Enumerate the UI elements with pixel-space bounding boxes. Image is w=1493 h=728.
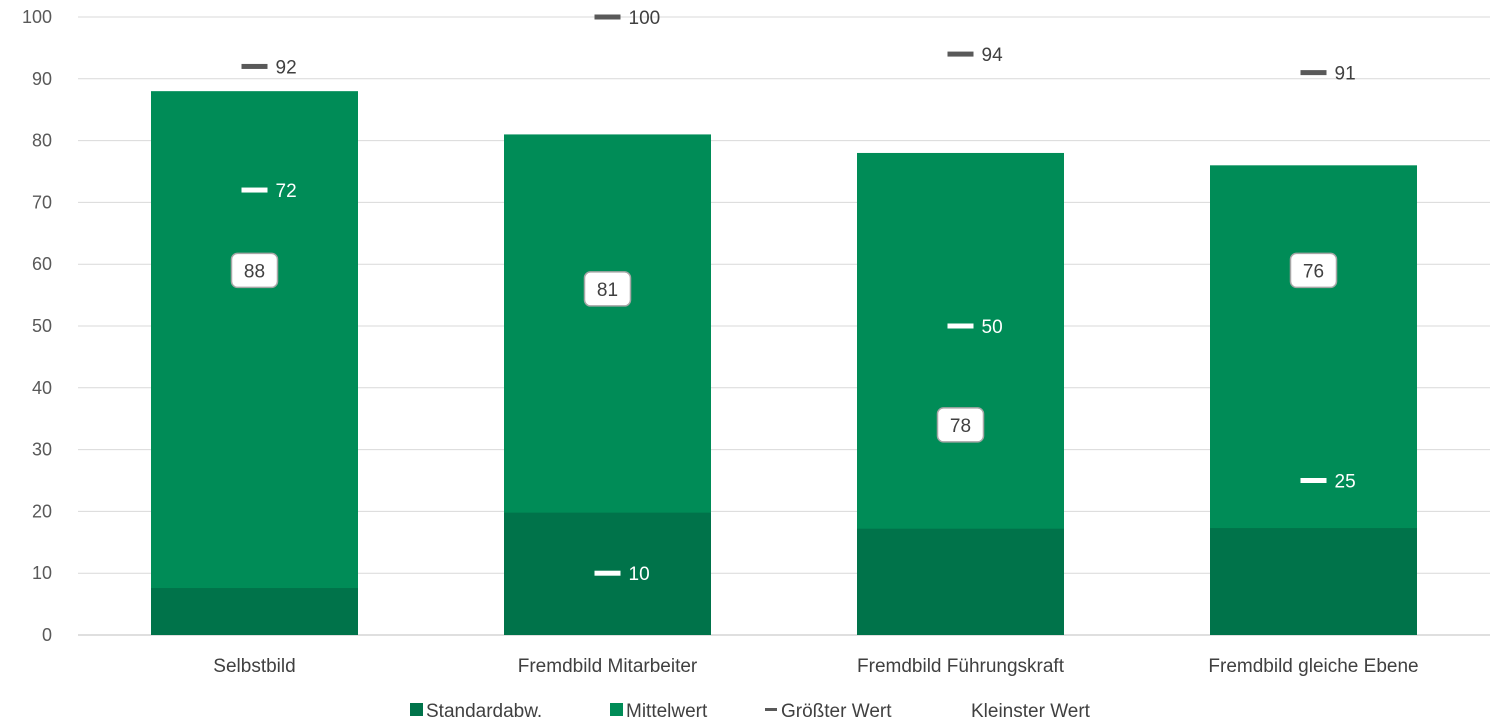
data-labels: 88 92 72 81 100 10 78 94 50 76 91 25 — [230, 8, 1356, 585]
bar-standardabw — [151, 588, 358, 635]
legend-dash — [955, 708, 967, 711]
marker-groesster-wert — [241, 63, 268, 69]
marker-groesster-wert — [947, 51, 974, 57]
legend-dash — [765, 708, 777, 711]
markers — [241, 14, 1327, 576]
max-value-label: 91 — [1335, 64, 1356, 85]
bar-standardabw — [857, 528, 1064, 635]
mean-label-box — [583, 271, 632, 307]
y-tick-label: 20 — [32, 501, 52, 521]
max-value-label: 92 — [276, 57, 297, 78]
legend-mittelwert[interactable]: Mittelwert — [610, 701, 708, 722]
marker-groesster-wert — [1300, 70, 1327, 76]
legend-label: Größter Wert — [781, 701, 892, 722]
y-tick-label: 40 — [32, 378, 52, 398]
legend-swatch — [610, 703, 623, 716]
legend-label: Standardabw. — [426, 701, 542, 722]
mean-label: 78 — [950, 416, 971, 437]
mean-label-box — [936, 407, 985, 443]
legend-swatch — [410, 703, 423, 716]
mean-label: 88 — [244, 261, 265, 282]
mean-label: 81 — [597, 280, 618, 301]
x-category-label: Fremdbild Führungskraft — [857, 656, 1065, 677]
legend-groesster-wert[interactable]: Größter Wert — [765, 701, 892, 722]
mean-label: 76 — [1303, 261, 1324, 282]
marker-kleinster-wert — [947, 323, 974, 329]
y-tick-label: 70 — [32, 192, 52, 212]
y-tick-label: 100 — [22, 7, 52, 27]
mean-label-box — [1289, 252, 1338, 289]
x-axis: Selbstbild Fremdbild Mitarbeiter Fremdbild… — [213, 656, 1418, 677]
max-value-label: 94 — [982, 45, 1004, 66]
y-tick-label: 0 — [42, 625, 52, 645]
bars — [151, 91, 1417, 636]
min-value-label: 72 — [276, 181, 297, 202]
marker-kleinster-wert — [1300, 478, 1327, 483]
y-tick-label: 90 — [32, 69, 52, 89]
y-tick-label: 30 — [32, 440, 52, 460]
y-tick-label: 10 — [32, 563, 52, 583]
marker-kleinster-wert — [594, 570, 621, 576]
bar-standardabw — [1210, 528, 1417, 635]
mean-label-box — [230, 252, 279, 289]
legend-label: Kleinster Wert — [971, 701, 1091, 722]
legend-kleinster-wert[interactable]: Kleinster Wert — [955, 701, 1091, 722]
legend-label: Mittelwert — [626, 701, 708, 722]
y-tick-label: 80 — [32, 131, 52, 151]
min-value-label: 10 — [629, 564, 650, 585]
x-category-label: Fremdbild gleiche Ebene — [1208, 656, 1418, 677]
marker-groesster-wert — [594, 14, 621, 20]
min-value-label: 50 — [982, 317, 1003, 338]
y-tick-label: 60 — [32, 254, 52, 274]
bar-mittelwert — [151, 91, 358, 635]
x-category-label: Fremdbild Mitarbeiter — [518, 656, 698, 677]
legend[interactable]: Standardabw. Mittelwert Größter Wert Kleins… — [410, 701, 1091, 722]
y-axis: 0 10 20 30 40 50 60 70 80 90 100 — [22, 7, 52, 645]
legend-standardabw[interactable]: Standardabw. — [410, 701, 542, 722]
min-value-label: 25 — [1335, 472, 1356, 493]
max-value-label: 100 — [629, 8, 661, 29]
x-category-label: Selbstbild — [213, 656, 295, 677]
marker-kleinster-wert — [241, 187, 268, 193]
y-tick-label: 50 — [32, 316, 52, 336]
